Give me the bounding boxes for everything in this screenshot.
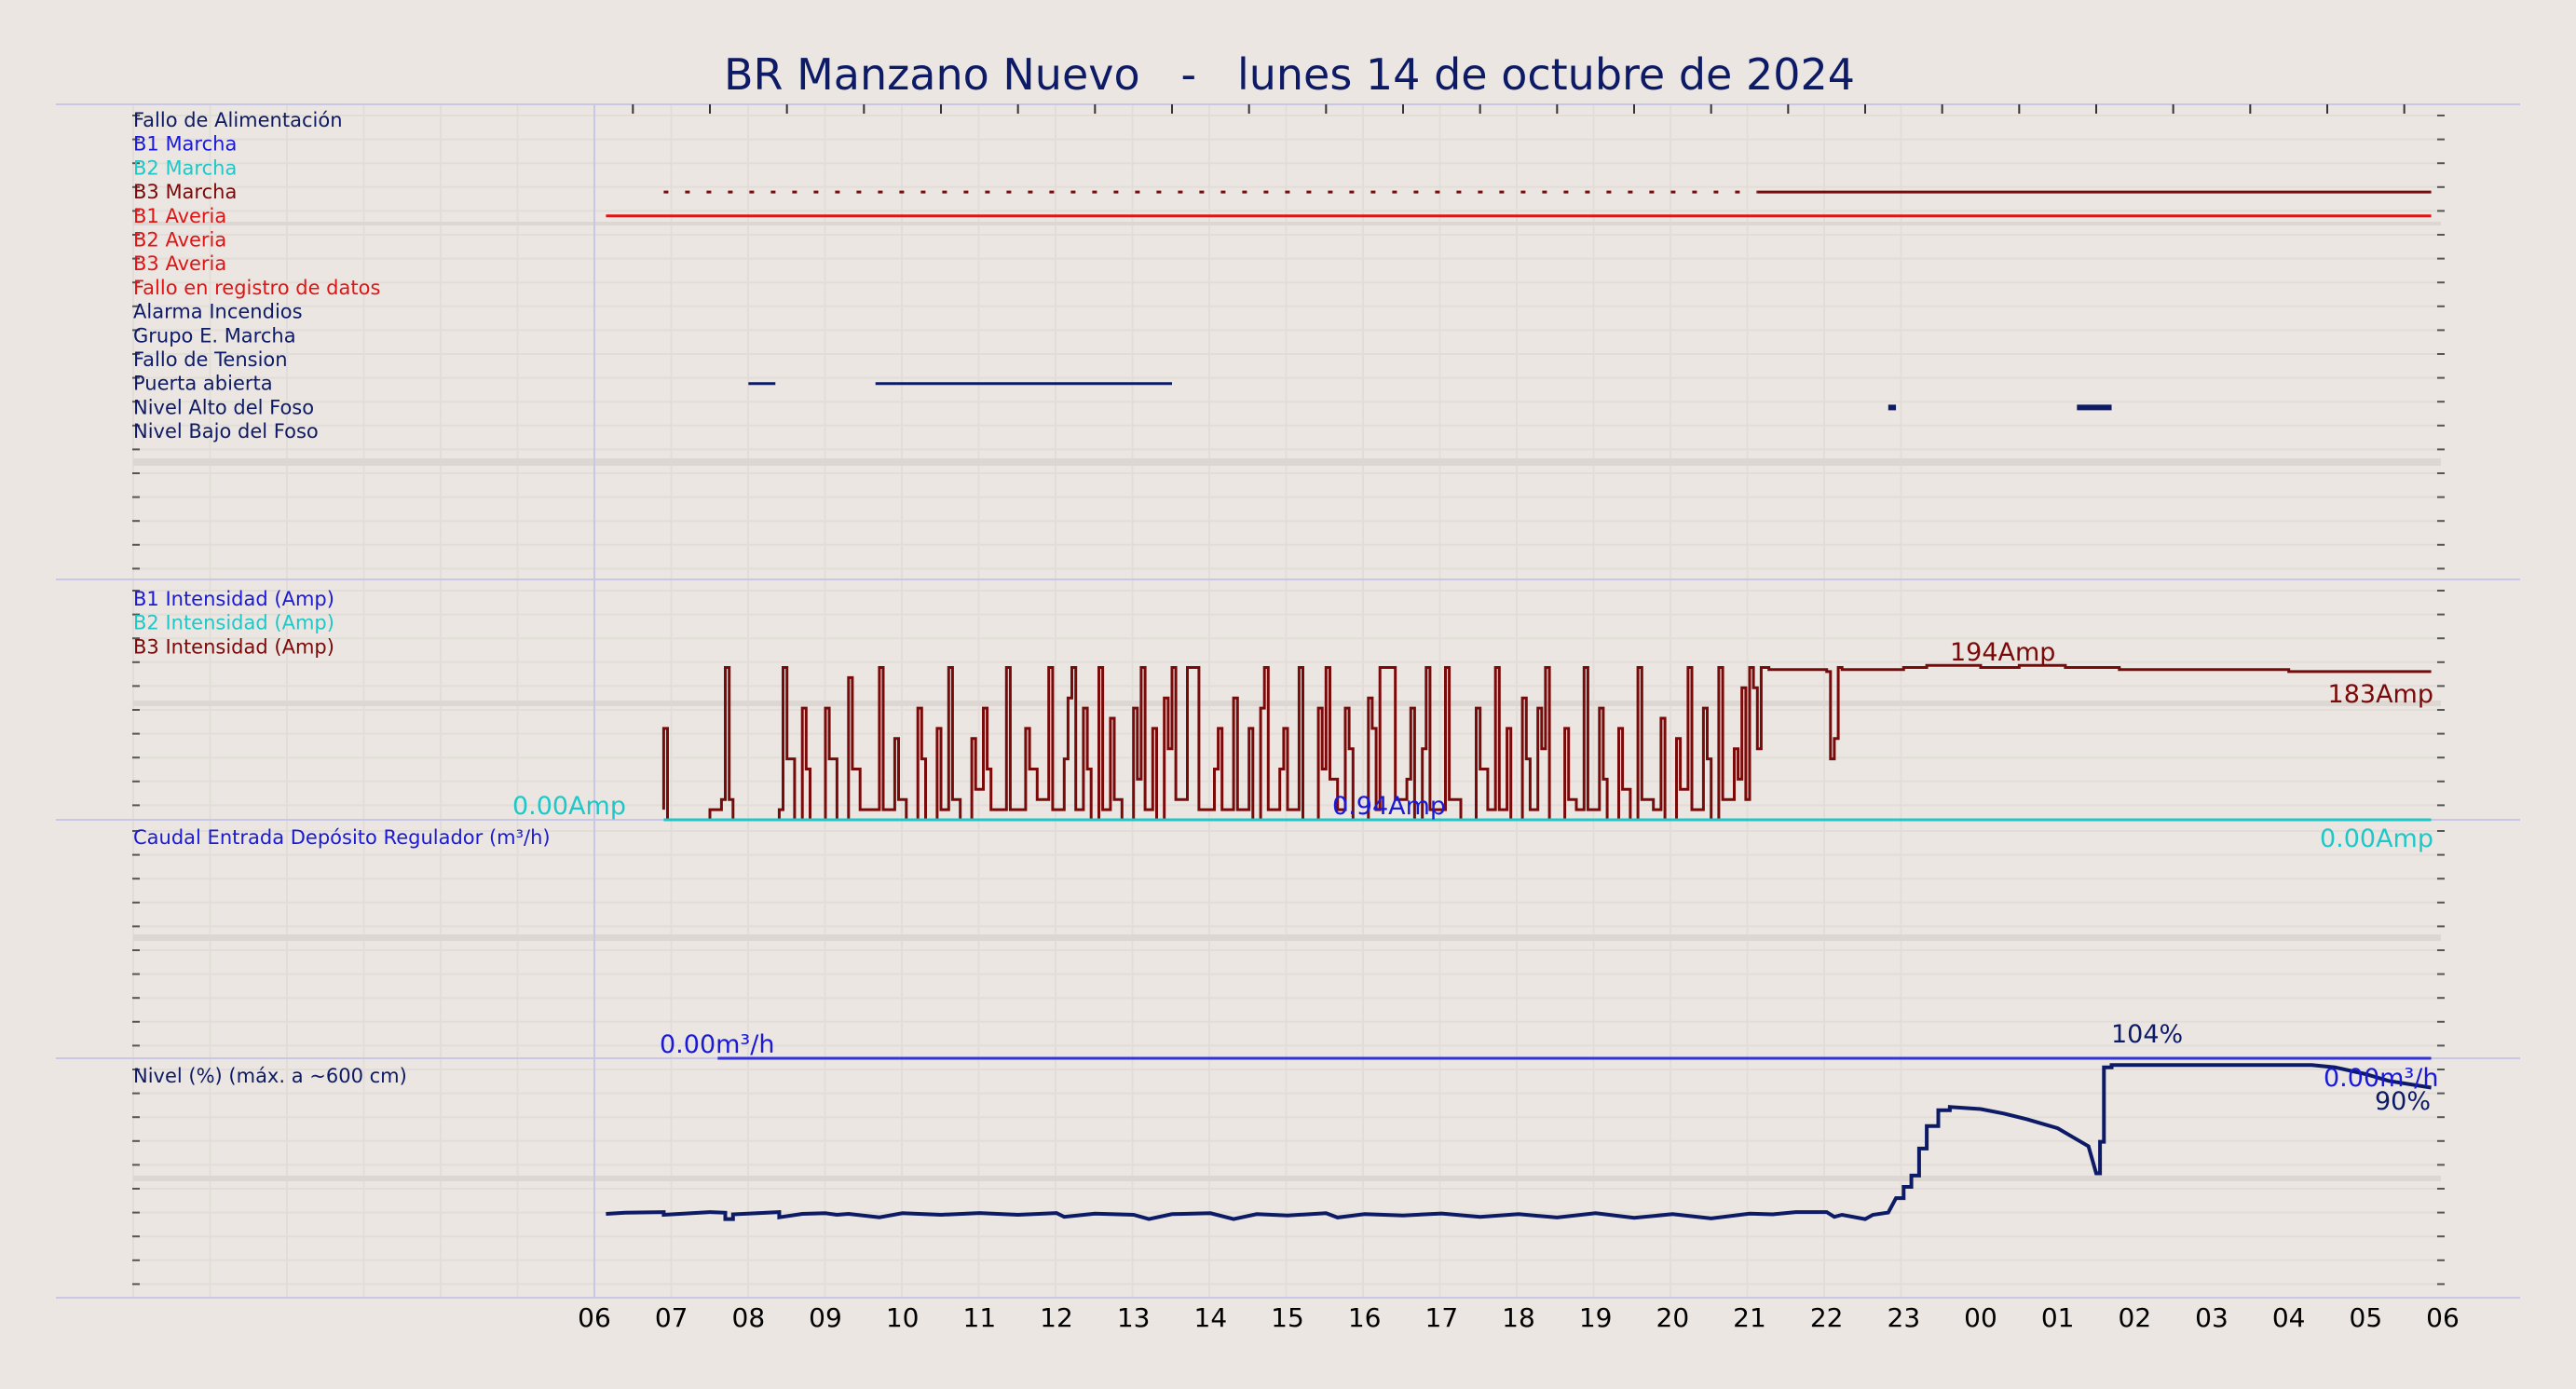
x-tick-label: 14 [1194, 1302, 1228, 1333]
x-tick-label: 15 [1271, 1302, 1304, 1333]
panel-label-intensity: B1 Intensidad (Amp) [133, 588, 334, 610]
value-annotation: 104% [2111, 1020, 2183, 1049]
x-tick-label: 12 [1040, 1302, 1073, 1333]
x-tick-label: 18 [1502, 1302, 1535, 1333]
x-tick-label: 13 [1117, 1302, 1151, 1333]
x-tick-label: 06 [578, 1302, 611, 1333]
grid-band [133, 222, 2441, 225]
x-tick-label: 03 [2195, 1302, 2228, 1333]
x-tick-label: 00 [1964, 1302, 1997, 1333]
x-tick-label: 05 [2350, 1302, 2383, 1333]
panel-label-intensity: B2 Intensidad (Amp) [133, 612, 334, 634]
panel-label-alarms: Fallo de Tension [133, 348, 288, 371]
value-annotation: 0.00m³/h [660, 1030, 774, 1059]
x-tick-label: 01 [2041, 1302, 2075, 1333]
x-tick-label: 20 [1656, 1302, 1690, 1333]
panel-label-alarms: Alarma Incendios [133, 301, 303, 323]
grid-band [133, 1176, 2441, 1181]
panel-label-alarms: B1 Marcha [133, 133, 237, 156]
chart-title: BR Manzano Nuevo - lunes 14 de octubre d… [724, 49, 1855, 100]
panel-label-alarms: Grupo E. Marcha [133, 324, 296, 347]
panel-label-alarms: B3 Averia [133, 252, 226, 275]
x-tick-label: 17 [1425, 1302, 1459, 1333]
x-tick-label: 22 [1810, 1302, 1844, 1333]
x-tick-label: 04 [2272, 1302, 2306, 1333]
grid-band [133, 934, 2441, 941]
panel-label-alarms: Nivel Bajo del Foso [133, 420, 319, 443]
x-tick-label: 09 [809, 1302, 842, 1333]
x-tick-label: 10 [886, 1302, 920, 1333]
grid-band [133, 701, 2441, 706]
x-tick-label: 07 [655, 1302, 688, 1333]
value-annotation: 0.00m³/h [2324, 1064, 2438, 1093]
x-tick-label: 16 [1348, 1302, 1382, 1333]
panel-label-level: Nivel (%) (máx. a ~600 cm) [133, 1065, 407, 1087]
x-axis-ticks: 06 07 08 09 10 11 12 13 14 15 16 17 18 19 20 21 22 23 00 01… [578, 1302, 2460, 1333]
panel-label-alarms: B2 Averia [133, 229, 226, 252]
panel-label-alarms: Fallo en registro de datos [133, 277, 380, 299]
grid-band [133, 458, 2441, 466]
grid [56, 103, 2520, 1299]
panel-label-alarms: B1 Averia [133, 205, 226, 227]
series-line [606, 1063, 2432, 1221]
series-line [661, 663, 2432, 822]
value-annotation: 0.94Amp [1332, 792, 1446, 821]
panel-label-alarms: B2 Marcha [133, 157, 237, 179]
value-annotation: 0.00Amp [512, 792, 626, 821]
x-tick-label: 11 [963, 1302, 997, 1333]
panel-label-alarms: Nivel Alto del Foso [133, 396, 314, 418]
x-tick-label: 23 [1888, 1302, 1921, 1333]
x-tick-label: 02 [2119, 1302, 2152, 1333]
annotations: 0.00Amp 0.94Amp 194Amp 183Amp 0.00Amp 0.00m³/… [512, 638, 2438, 1116]
value-annotation: 183Amp [2328, 680, 2433, 709]
value-annotation: 194Amp [1950, 638, 2055, 667]
panel-label-intensity: B3 Intensidad (Amp) [133, 635, 334, 658]
panel-label-alarms: Fallo de Alimentación [133, 109, 343, 131]
panel-label-alarms: B3 Marcha [133, 181, 237, 203]
x-tick-label: 08 [732, 1302, 766, 1333]
x-tick-label: 21 [1733, 1302, 1766, 1333]
panel-label-alarms: Puerta abierta [133, 373, 273, 395]
value-annotation: 90% [2375, 1087, 2431, 1116]
value-annotation: 0.00Amp [2320, 824, 2433, 853]
x-tick-label: 19 [1579, 1302, 1613, 1333]
panel-label-flow: Caudal Entrada Depósito Regulador (m³/h) [133, 826, 551, 849]
x-tick-label: 06 [2426, 1302, 2460, 1333]
plot-area [606, 190, 2432, 1221]
